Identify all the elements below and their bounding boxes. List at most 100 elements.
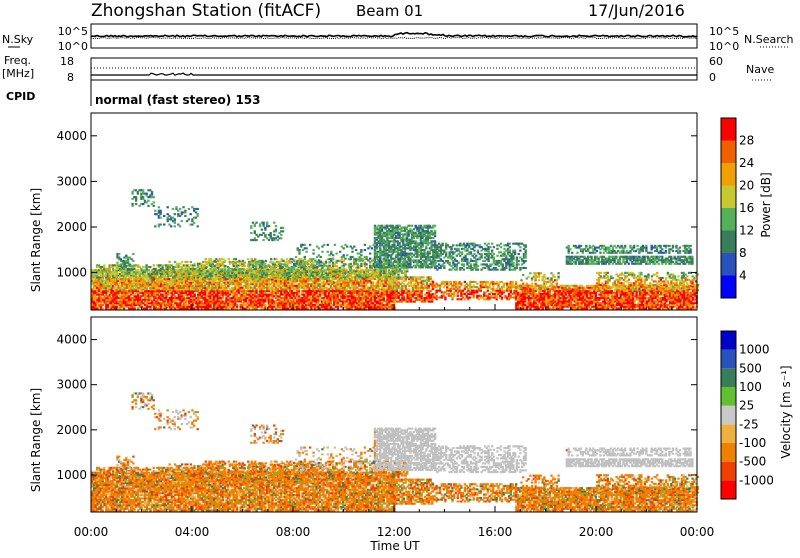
- power-cell: [344, 269, 346, 271]
- power-cell: [177, 270, 179, 272]
- power-cell: [156, 278, 158, 280]
- power-cell: [275, 275, 277, 277]
- power-cell: [374, 275, 376, 277]
- power-cell: [307, 267, 309, 269]
- power-cell: [406, 269, 408, 271]
- power-cell: [305, 270, 307, 272]
- noise-panel: N.Sky 10^5 10^0 10^5 10^0 N.Search: [2, 24, 794, 53]
- power-cell: [225, 278, 227, 280]
- power-cell: [149, 266, 151, 268]
- power-cell: [186, 264, 188, 266]
- power-cell: [103, 264, 105, 266]
- power-cell: [272, 275, 274, 277]
- power-cell: [258, 269, 260, 271]
- power-cell: [251, 275, 253, 277]
- power-cell: [270, 258, 272, 260]
- power-cell: [200, 282, 202, 284]
- power-cell: [163, 287, 165, 289]
- power-cell: [422, 276, 424, 278]
- power-cell: [199, 278, 201, 280]
- noise-right-tick-bottom: 10^0: [709, 40, 739, 53]
- power-cell: [259, 278, 261, 280]
- power-cell: [188, 273, 190, 275]
- power-cell: [172, 287, 174, 289]
- power-cell: [261, 267, 263, 269]
- noise-right-tick-top: 10^5: [709, 25, 739, 38]
- nave-label: Nave: [746, 63, 774, 76]
- power-cell: [350, 258, 352, 260]
- power-cell: [281, 267, 283, 269]
- power-cell: [228, 258, 230, 260]
- power-cell: [362, 274, 364, 276]
- power-cell: [309, 270, 311, 272]
- power-cell: [335, 275, 337, 277]
- power-cell: [229, 269, 231, 271]
- power-cell: [188, 280, 190, 282]
- power-cell: [224, 265, 226, 267]
- freq-left-tick-top: 18: [60, 55, 74, 68]
- power-cell: [275, 280, 277, 282]
- power-cell: [277, 262, 279, 264]
- power-cell: [193, 268, 195, 270]
- power-cell: [305, 274, 307, 276]
- power-cell: [213, 275, 215, 277]
- date-label: 17/Jun/2016: [588, 1, 685, 20]
- nave-right-tick-top: 60: [709, 55, 723, 68]
- power-cell: [224, 269, 226, 271]
- power-cell: [153, 264, 155, 266]
- power-cell: [244, 262, 246, 264]
- power-cell: [274, 262, 276, 264]
- power-cell: [235, 262, 237, 264]
- power-cell: [254, 275, 256, 277]
- power-cell: [116, 273, 118, 275]
- power-cell: [247, 258, 249, 260]
- power-cell: [205, 258, 207, 260]
- power-cell: [205, 267, 207, 269]
- power-cell: [190, 261, 192, 263]
- power-cell: [350, 269, 352, 271]
- nave-right-tick-bottom: 0: [709, 71, 716, 84]
- power-cell: [296, 280, 298, 282]
- power-cell: [235, 258, 237, 260]
- power-cell: [217, 274, 219, 276]
- power-cell: [284, 262, 286, 264]
- power-cell: [148, 269, 150, 271]
- power-cell: [186, 277, 188, 279]
- freq-trace: [91, 73, 697, 75]
- power-cell: [202, 278, 204, 280]
- power-cell: [229, 277, 231, 279]
- power-cell: [307, 263, 309, 265]
- power-cell: [373, 272, 375, 274]
- power-cell: [215, 280, 217, 282]
- power-cell: [193, 263, 195, 265]
- power-cell: [254, 258, 256, 260]
- power-cell: [265, 265, 267, 267]
- power-cell: [350, 274, 352, 276]
- power-cell: [186, 261, 188, 263]
- cpid-label: CPID: [6, 90, 35, 103]
- noise-sky-trace: [91, 33, 697, 37]
- power-cell: [244, 265, 246, 267]
- power-cell: [304, 258, 306, 260]
- power-cell: [236, 304, 238, 306]
- freq-unit-label: [MHz]: [2, 67, 34, 80]
- power-cell: [153, 275, 155, 277]
- power-cell: [385, 269, 387, 271]
- power-cell: [290, 262, 292, 264]
- power-cell: [372, 281, 374, 283]
- power-cell: [274, 267, 276, 269]
- power-cell: [358, 274, 360, 276]
- power-cell: [317, 278, 319, 280]
- power-cell: [267, 269, 269, 271]
- power-cell: [403, 295, 405, 297]
- power-cell: [139, 275, 141, 277]
- power-cell: [206, 275, 208, 277]
- power-cell: [197, 275, 199, 277]
- power-cell: [239, 278, 241, 280]
- power-cell: [210, 258, 212, 260]
- power-cell: [181, 261, 183, 263]
- power-cell: [280, 263, 282, 265]
- power-cell: [308, 277, 310, 279]
